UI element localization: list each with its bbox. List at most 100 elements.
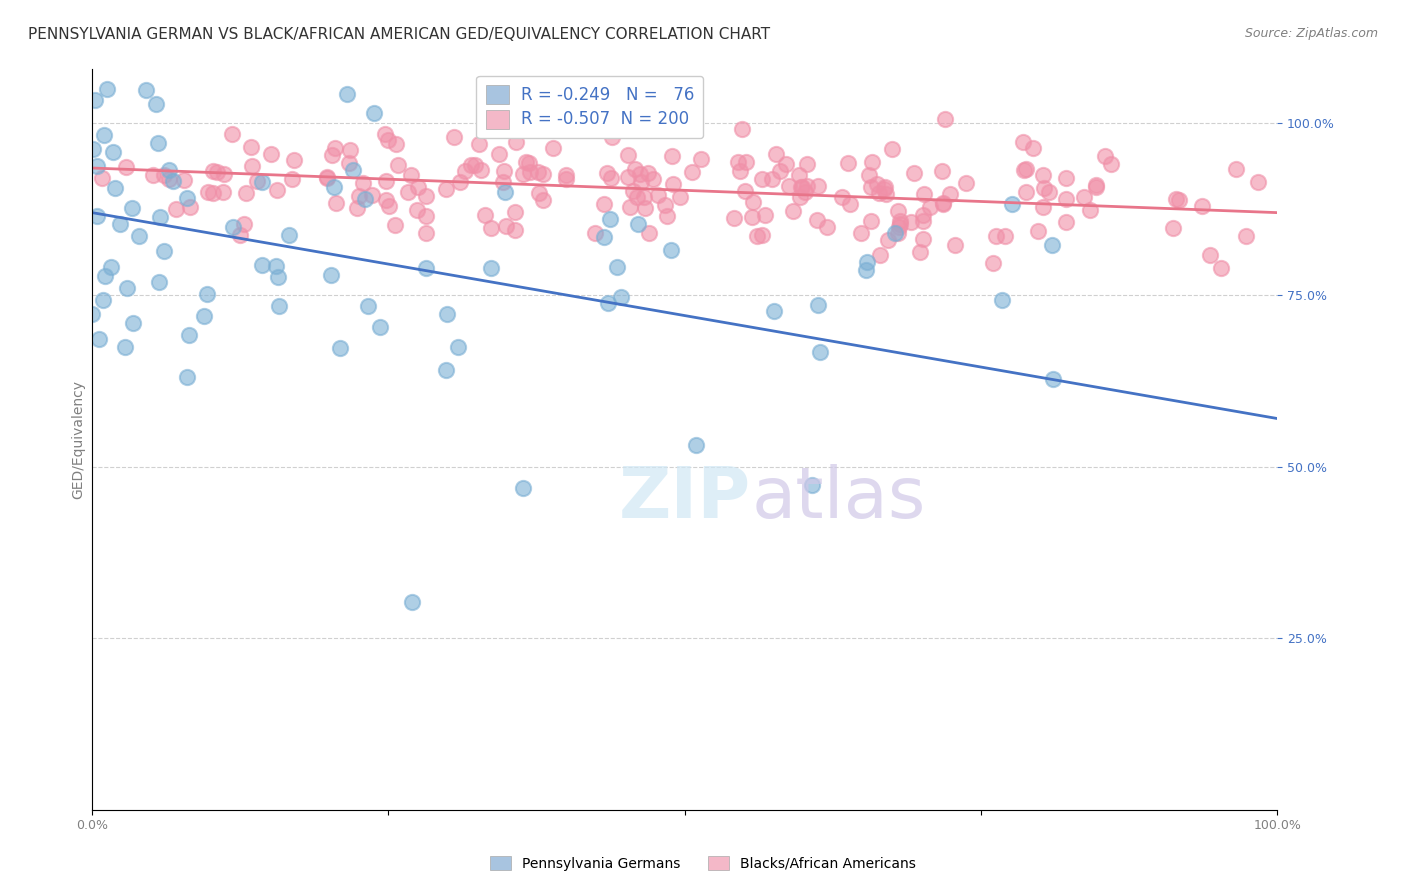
Point bbox=[519, 165, 541, 179]
Point bbox=[741, 194, 763, 209]
Point bbox=[796, 157, 818, 171]
Point bbox=[623, 161, 645, 176]
Point bbox=[436, 307, 458, 321]
Point bbox=[751, 171, 773, 186]
Point bbox=[260, 147, 283, 161]
Legend: R = -0.249   N =   76, R = -0.507  N = 200: R = -0.249 N = 76, R = -0.507 N = 200 bbox=[477, 76, 703, 138]
Legend: Pennsylvania Germans, Blacks/African Americans: Pennsylvania Germans, Blacks/African Ame… bbox=[485, 850, 921, 876]
Point bbox=[1038, 185, 1060, 199]
Point bbox=[619, 200, 641, 214]
Point bbox=[278, 228, 301, 243]
Point bbox=[884, 226, 907, 240]
Point bbox=[1168, 193, 1191, 207]
Point bbox=[443, 129, 465, 144]
Point bbox=[449, 175, 471, 189]
Point bbox=[555, 172, 578, 186]
Point bbox=[212, 167, 235, 181]
Point bbox=[153, 244, 176, 259]
Point bbox=[162, 174, 184, 188]
Point bbox=[135, 83, 157, 97]
Point bbox=[149, 210, 172, 224]
Point bbox=[315, 169, 337, 184]
Point bbox=[860, 214, 883, 228]
Point bbox=[415, 209, 437, 223]
Point bbox=[176, 190, 198, 204]
Point bbox=[494, 185, 516, 199]
Point bbox=[735, 155, 758, 169]
Point bbox=[934, 112, 956, 127]
Point bbox=[790, 180, 813, 194]
Point bbox=[1015, 185, 1038, 199]
Point bbox=[769, 163, 792, 178]
Point bbox=[121, 316, 143, 330]
Point bbox=[281, 172, 304, 186]
Point bbox=[460, 158, 482, 172]
Point bbox=[108, 217, 131, 231]
Point bbox=[931, 164, 953, 178]
Point bbox=[1042, 371, 1064, 385]
Point bbox=[165, 202, 187, 217]
Point bbox=[889, 217, 911, 231]
Point bbox=[399, 169, 422, 183]
Point bbox=[114, 340, 136, 354]
Point bbox=[872, 182, 894, 196]
Point bbox=[128, 229, 150, 244]
Point bbox=[628, 167, 651, 181]
Point bbox=[1014, 162, 1036, 177]
Point bbox=[723, 211, 745, 225]
Point bbox=[794, 185, 817, 199]
Point bbox=[932, 196, 955, 211]
Point bbox=[363, 106, 385, 120]
Point bbox=[1040, 238, 1063, 252]
Point bbox=[685, 438, 707, 452]
Text: ZIP: ZIP bbox=[619, 464, 751, 533]
Point bbox=[536, 82, 558, 96]
Point bbox=[104, 180, 127, 194]
Point bbox=[346, 201, 368, 215]
Point bbox=[82, 142, 104, 156]
Point bbox=[734, 184, 756, 198]
Point bbox=[1011, 135, 1033, 149]
Point bbox=[148, 136, 170, 150]
Point bbox=[1032, 201, 1054, 215]
Point bbox=[986, 229, 1008, 244]
Point bbox=[321, 148, 343, 162]
Point bbox=[153, 168, 176, 182]
Point bbox=[436, 182, 458, 196]
Point bbox=[352, 177, 374, 191]
Point bbox=[778, 178, 800, 193]
Point bbox=[361, 187, 384, 202]
Point bbox=[266, 259, 288, 273]
Point bbox=[387, 157, 409, 171]
Point bbox=[240, 160, 263, 174]
Point bbox=[868, 186, 890, 201]
Point bbox=[955, 176, 977, 190]
Point bbox=[479, 220, 502, 235]
Point bbox=[503, 223, 526, 237]
Point bbox=[789, 190, 811, 204]
Point bbox=[761, 172, 783, 186]
Point bbox=[378, 199, 401, 213]
Point bbox=[877, 233, 900, 247]
Point bbox=[415, 188, 437, 202]
Point bbox=[990, 293, 1012, 308]
Point bbox=[730, 121, 752, 136]
Point bbox=[488, 146, 510, 161]
Point bbox=[86, 159, 108, 173]
Point bbox=[1198, 248, 1220, 262]
Point bbox=[84, 93, 107, 107]
Point bbox=[638, 226, 661, 240]
Point bbox=[775, 157, 797, 171]
Point bbox=[875, 187, 897, 202]
Point bbox=[600, 129, 623, 144]
Point bbox=[610, 290, 633, 304]
Point bbox=[634, 201, 657, 215]
Point bbox=[583, 226, 606, 240]
Point bbox=[1054, 214, 1077, 228]
Point bbox=[918, 200, 941, 214]
Point bbox=[1209, 260, 1232, 275]
Point bbox=[912, 187, 935, 202]
Point bbox=[202, 186, 225, 200]
Point bbox=[91, 171, 114, 186]
Point bbox=[531, 167, 554, 181]
